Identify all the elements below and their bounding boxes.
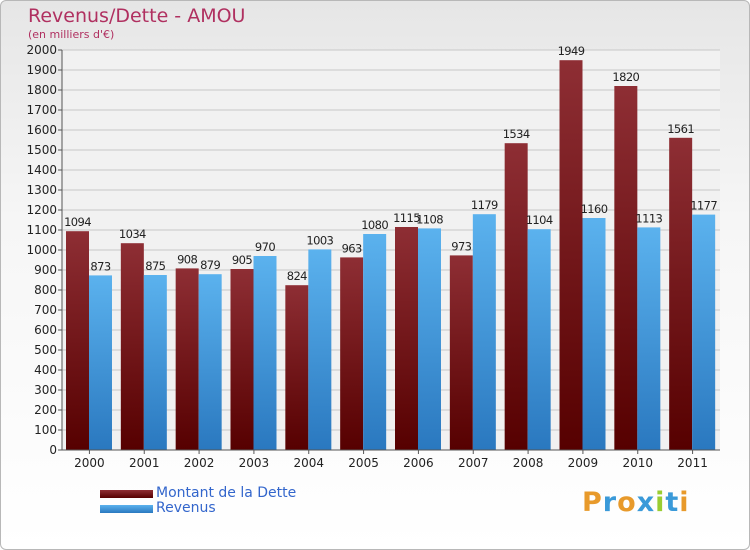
y-tick-label: 1500	[26, 143, 57, 157]
legend-swatch-revenus	[100, 505, 153, 513]
bar-revenus	[692, 214, 716, 450]
bar-revenus	[472, 214, 496, 450]
logo-letter: r	[602, 487, 618, 518]
value-label-revenus: 1104	[526, 213, 553, 227]
logo-letter: P	[582, 487, 603, 518]
value-label-dette: 1949	[558, 44, 585, 58]
x-tick-label: 2009	[568, 456, 599, 470]
y-tick-label: 500	[34, 343, 57, 357]
y-tick-label: 1900	[26, 63, 57, 77]
bar-dette	[559, 60, 583, 450]
y-tick-label: 1800	[26, 83, 57, 97]
bar-dette	[66, 231, 89, 450]
value-label-revenus: 1080	[361, 218, 388, 232]
logo-letter: i	[655, 487, 666, 518]
bar-dette	[504, 143, 528, 450]
value-label-revenus: 1179	[471, 198, 498, 212]
y-tick-label: 1700	[26, 103, 57, 117]
proxiti-logo: Proxiti	[582, 487, 690, 518]
y-tick-label: 400	[34, 363, 57, 377]
bar-dette	[285, 285, 309, 450]
value-label-revenus: 1003	[306, 233, 333, 247]
bar-revenus	[143, 275, 167, 450]
y-tick-label: 1400	[26, 163, 57, 177]
y-tick-label: 1200	[26, 203, 57, 217]
logo-letter: i	[679, 487, 690, 518]
value-label-dette: 1561	[667, 122, 694, 136]
value-label-revenus: 1108	[416, 212, 443, 226]
bar-revenus	[253, 256, 277, 450]
x-tick-label: 2000	[74, 456, 105, 470]
value-label-revenus: 873	[90, 259, 110, 273]
bar-revenus	[198, 274, 222, 450]
y-tick-label: 700	[34, 303, 57, 317]
x-tick-label: 2001	[129, 456, 160, 470]
x-tick-label: 2006	[403, 456, 434, 470]
x-tick-label: 2008	[513, 456, 544, 470]
bar-revenus	[308, 249, 332, 450]
bar-revenus	[527, 229, 551, 450]
logo-letter: o	[617, 487, 637, 518]
bar-dette	[395, 227, 418, 450]
logo-letter: x	[636, 487, 656, 518]
bar-dette	[120, 243, 144, 450]
value-label-dette: 1094	[64, 215, 91, 229]
y-tick-label: 1000	[26, 243, 57, 257]
y-tick-label: 200	[34, 403, 57, 417]
bar-revenus	[582, 218, 606, 450]
bar-dette	[175, 268, 199, 450]
value-label-revenus: 1160	[581, 202, 608, 216]
value-label-revenus: 879	[200, 258, 220, 272]
y-tick-label: 1600	[26, 123, 57, 137]
bar-revenus	[363, 234, 387, 450]
y-tick-label: 300	[34, 383, 57, 397]
y-tick-label: 1300	[26, 183, 57, 197]
chart-title: Revenus/Dette - AMOU	[28, 5, 246, 27]
value-label-revenus: 970	[255, 240, 275, 254]
x-tick-label: 2002	[184, 456, 215, 470]
value-label-dette: 908	[177, 252, 197, 266]
y-tick-label: 1100	[26, 223, 57, 237]
value-label-revenus: 875	[145, 259, 165, 273]
x-tick-label: 2003	[239, 456, 270, 470]
y-tick-label: 0	[49, 443, 57, 457]
x-tick-label: 2004	[293, 456, 324, 470]
y-tick-label: 2000	[26, 43, 57, 57]
legend-label-revenus: Revenus	[156, 500, 216, 516]
x-tick-label: 2005	[348, 456, 379, 470]
bar-dette	[669, 137, 693, 451]
bar-revenus	[89, 275, 112, 450]
value-label-dette: 973	[451, 239, 471, 253]
bar-dette	[614, 86, 638, 450]
x-tick-label: 2007	[458, 456, 489, 470]
y-tick-label: 600	[34, 323, 57, 337]
value-label-dette: 1820	[612, 70, 639, 84]
bar-dette	[340, 257, 364, 450]
bar-dette	[449, 255, 473, 450]
value-label-dette: 905	[232, 253, 252, 267]
y-tick-label: 900	[34, 263, 57, 277]
value-label-revenus: 1113	[635, 211, 662, 225]
y-tick-label: 800	[34, 283, 57, 297]
bar-dette	[230, 269, 254, 450]
bar-revenus	[637, 227, 661, 450]
value-label-revenus: 1177	[690, 199, 717, 213]
bar-revenus	[418, 228, 441, 450]
value-label-dette: 1534	[503, 127, 530, 141]
logo-letter: t	[665, 487, 680, 518]
value-label-dette: 1115	[393, 211, 420, 225]
y-tick-label: 100	[34, 423, 57, 437]
legend-label-dette: Montant de la Dette	[156, 485, 297, 501]
value-label-dette: 963	[342, 241, 362, 255]
value-label-dette: 824	[287, 269, 307, 283]
value-label-dette: 1034	[119, 227, 146, 241]
x-tick-label: 2010	[622, 456, 653, 470]
x-tick-label: 2011	[677, 456, 708, 470]
chart-subtitle: (en milliers d'€)	[28, 28, 115, 41]
legend-swatch-dette	[100, 490, 153, 498]
